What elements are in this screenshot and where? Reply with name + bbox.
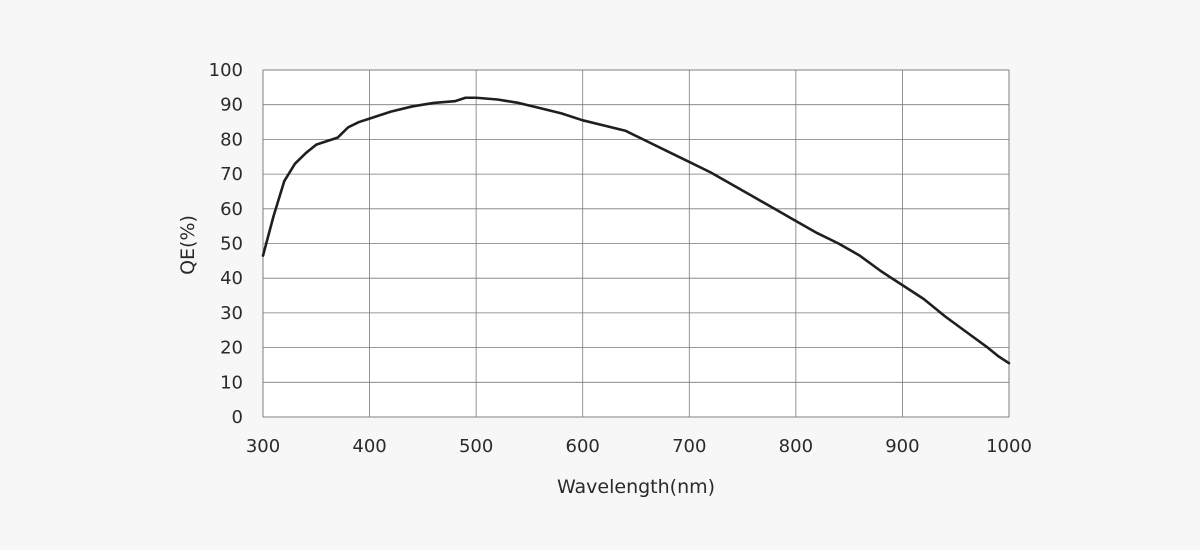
y-tick-label: 10 [220, 372, 243, 393]
y-tick-label: 20 [220, 338, 243, 359]
y-tick-label: 70 [220, 164, 243, 185]
x-tick-label: 700 [672, 436, 706, 457]
y-tick-label: 0 [232, 407, 243, 428]
y-tick-labels: 0 10 20 30 40 50 60 70 80 90 100 [209, 60, 243, 428]
x-tick-label: 500 [459, 436, 493, 457]
y-tick-label: 100 [209, 60, 243, 81]
y-tick-label: 40 [220, 268, 243, 289]
x-tick-label: 900 [885, 436, 919, 457]
x-tick-label: 800 [779, 436, 813, 457]
x-tick-labels: 300 400 500 600 700 800 900 1000 [246, 436, 1032, 457]
grid [262, 69, 1010, 418]
y-axis-label: QE(%) [177, 215, 199, 275]
y-tick-label: 90 [220, 95, 243, 116]
x-axis-label: Wavelength(nm) [557, 476, 715, 498]
x-tick-label: 600 [566, 436, 600, 457]
y-tick-label: 50 [220, 234, 243, 255]
y-tick-label: 60 [220, 199, 243, 220]
x-tick-label: 300 [246, 436, 280, 457]
x-tick-label: 400 [352, 436, 386, 457]
qe-curve [261, 96, 1011, 365]
y-tick-label: 30 [220, 303, 243, 324]
y-tick-label: 80 [220, 129, 243, 150]
x-tick-label: 1000 [986, 436, 1032, 457]
